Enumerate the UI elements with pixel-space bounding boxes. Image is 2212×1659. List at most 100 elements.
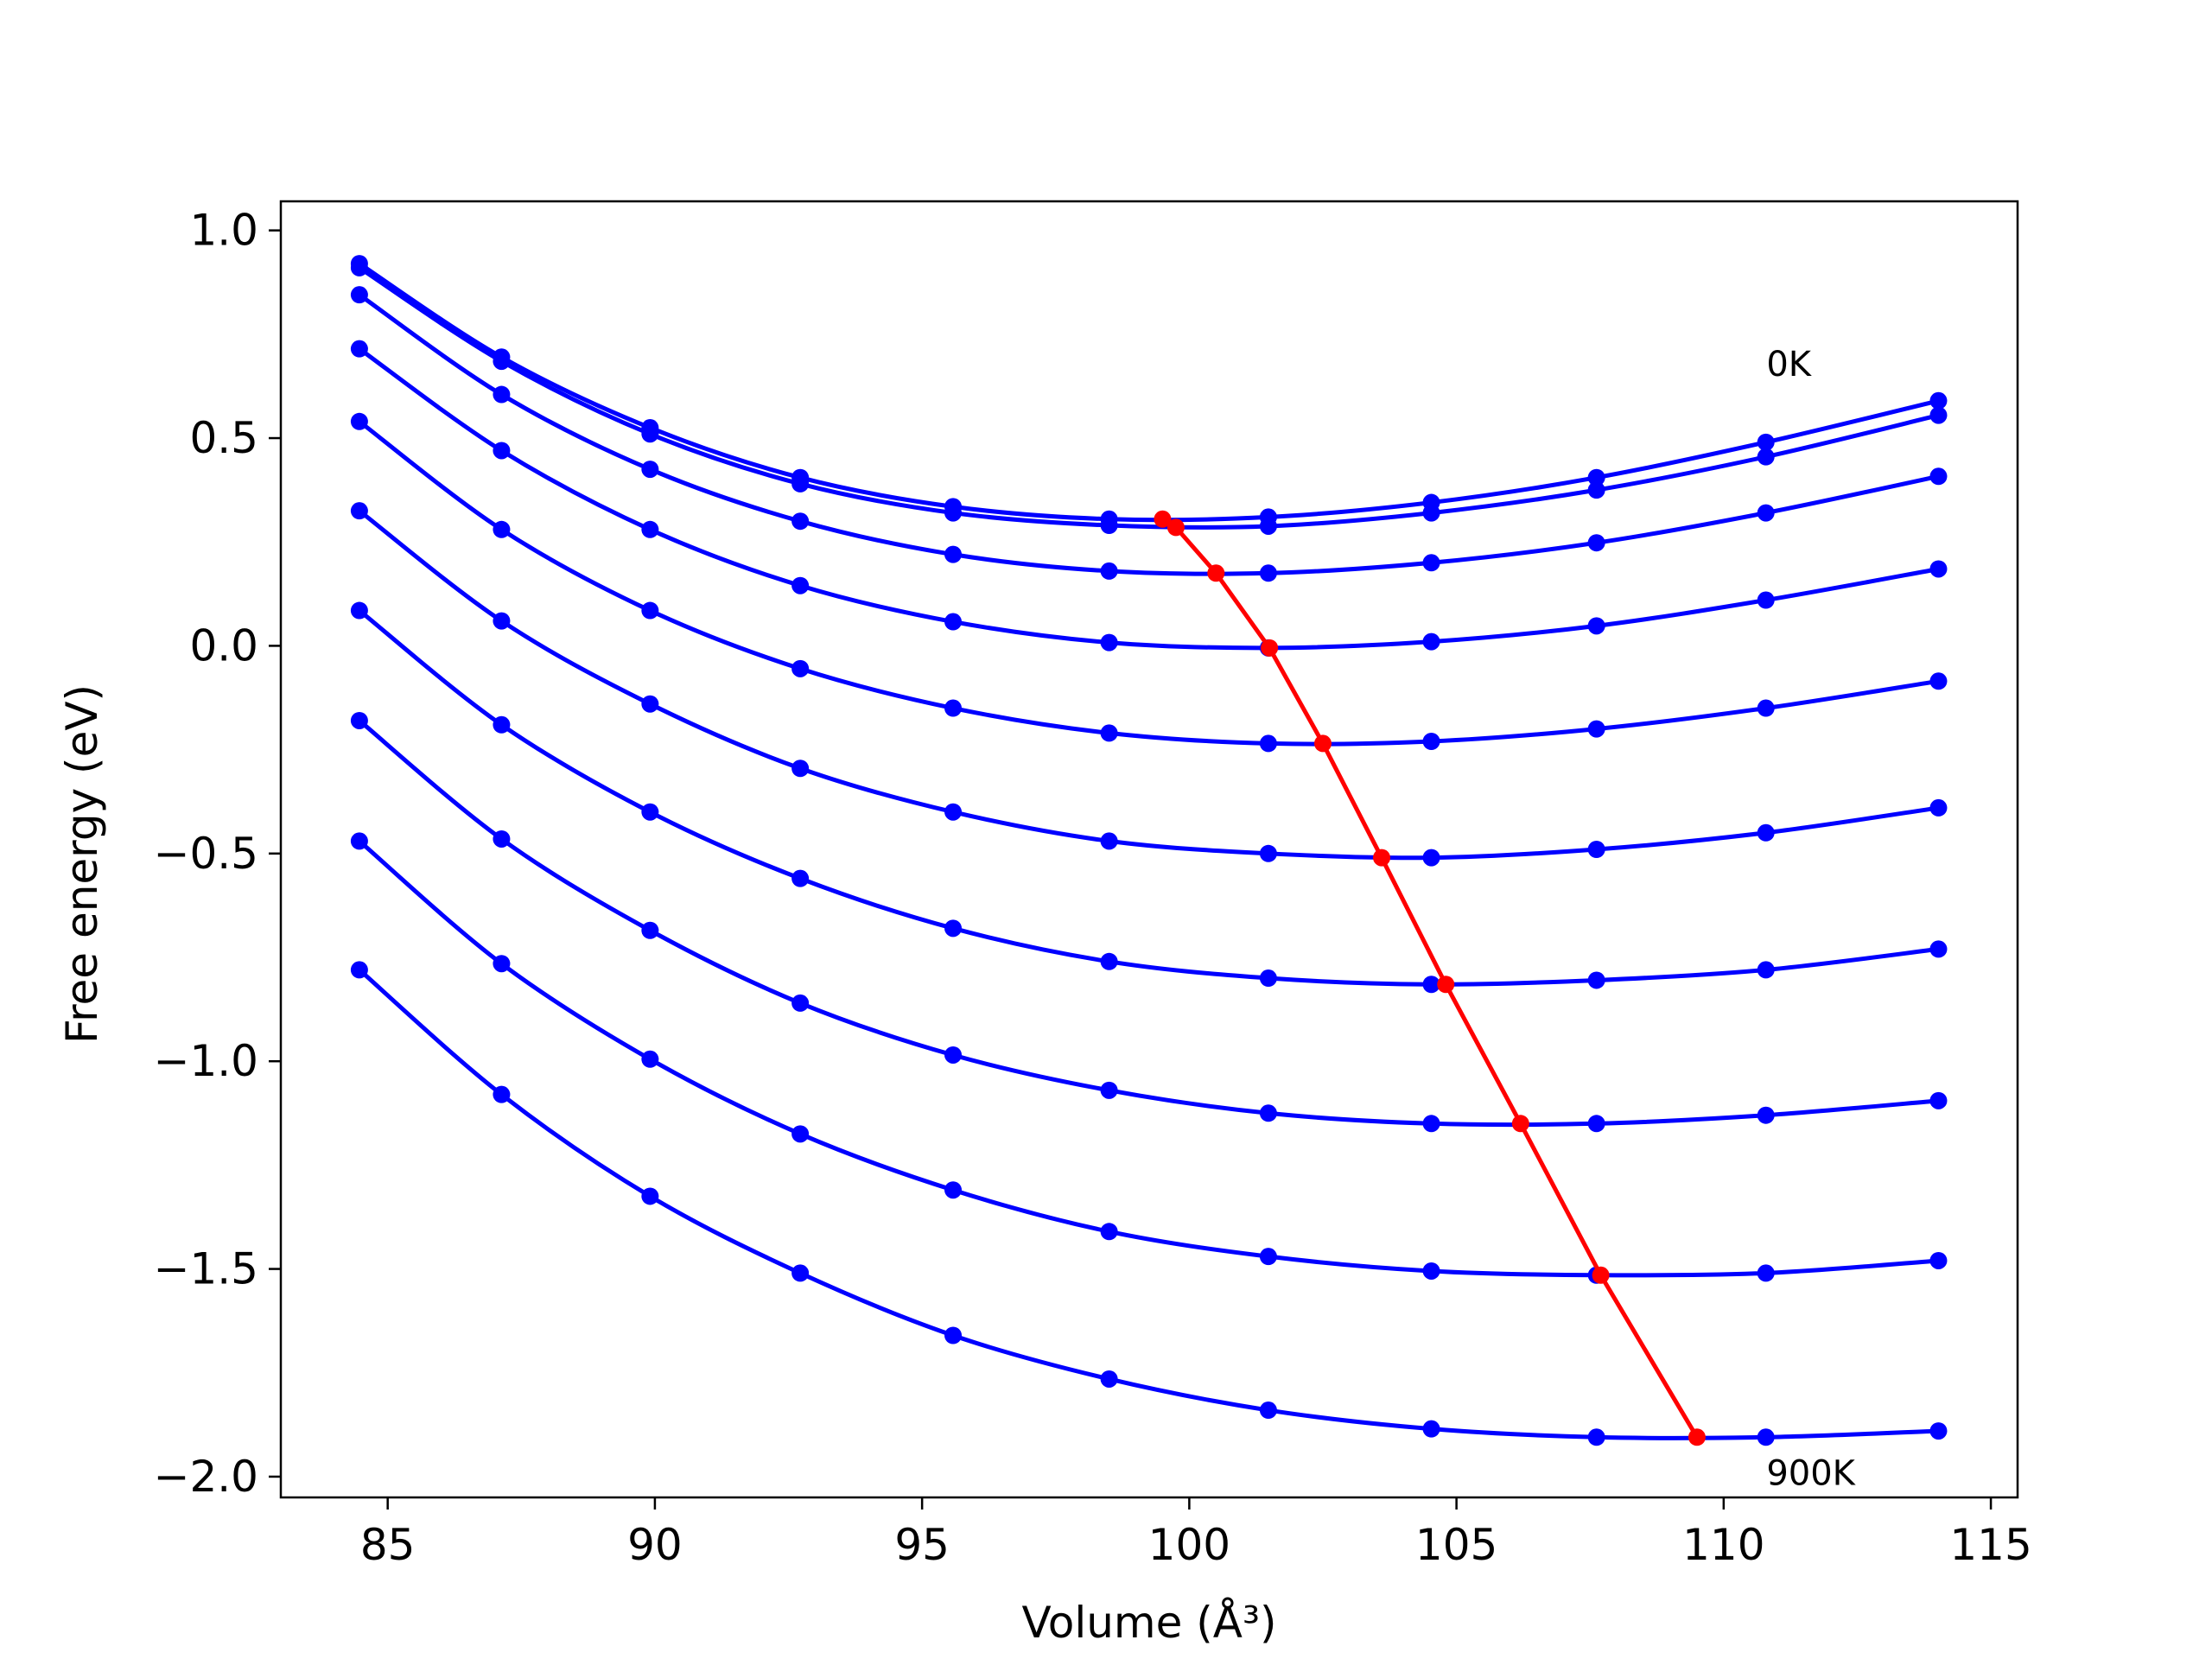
series-point-7-7 — [1422, 1115, 1440, 1133]
x-tick-label-4: 105 — [1415, 1520, 1497, 1570]
series-point-4-8 — [1587, 720, 1605, 738]
series-point-1-8 — [1587, 481, 1605, 499]
series-point-3-10 — [1929, 560, 1948, 578]
x-axis-label: Volume (Å³) — [1021, 1598, 1276, 1648]
series-point-3-7 — [1422, 632, 1440, 651]
series-point-4-3 — [791, 659, 810, 677]
series-point-7-5 — [1100, 1081, 1118, 1099]
series-point-9-2 — [641, 1187, 659, 1205]
x-tick-label-5: 110 — [1682, 1520, 1764, 1570]
series-point-4-10 — [1929, 672, 1948, 690]
series-point-3-5 — [1100, 633, 1118, 652]
series-point-7-3 — [791, 994, 810, 1012]
series-point-1-1 — [493, 353, 511, 371]
x-tick-label-2: 95 — [894, 1520, 950, 1570]
series-point-8-0 — [350, 832, 368, 850]
series-point-4-7 — [1422, 733, 1440, 750]
series-point-8-6 — [1259, 1248, 1277, 1266]
series-point-7-2 — [641, 921, 659, 939]
series-point-3-2 — [641, 520, 659, 538]
series-point-8-10 — [1929, 1251, 1948, 1269]
series-point-1-4 — [944, 504, 963, 522]
series-point-2-3 — [791, 512, 810, 531]
series-point-8-2 — [641, 1050, 659, 1068]
series-point-7-0 — [350, 711, 368, 729]
series-point-7-1 — [493, 830, 511, 848]
series-point-3-9 — [1757, 591, 1775, 609]
series-point-0-10 — [1929, 391, 1948, 410]
series-point-8-3 — [791, 1125, 810, 1143]
equilibrium-point-1 — [1166, 518, 1185, 537]
series-point-6-8 — [1587, 971, 1605, 989]
series-point-6-10 — [1929, 940, 1948, 958]
series-point-8-4 — [944, 1181, 963, 1199]
y-tick-label-3: −0.5 — [154, 829, 258, 879]
equilibrium-point-4 — [1314, 734, 1332, 753]
series-point-3-4 — [944, 613, 963, 631]
series-point-4-5 — [1100, 724, 1118, 742]
series-point-5-2 — [641, 695, 659, 713]
series-point-2-4 — [944, 545, 963, 563]
series-point-2-2 — [641, 461, 659, 479]
series-point-3-3 — [791, 576, 810, 594]
series-point-2-9 — [1757, 504, 1775, 522]
series-point-4-4 — [944, 699, 963, 717]
annotation-group: 0K 900K — [1766, 345, 1856, 1494]
equilibrium-point-8 — [1592, 1266, 1610, 1284]
equilibrium-point-6 — [1437, 976, 1455, 994]
series-point-6-1 — [493, 715, 511, 734]
series-point-9-5 — [1100, 1370, 1118, 1388]
y-tick-label-5: −1.5 — [154, 1244, 258, 1294]
series-point-8-9 — [1757, 1264, 1775, 1282]
series-point-1-5 — [1100, 517, 1118, 534]
series-point-5-5 — [1100, 832, 1118, 850]
series-point-6-4 — [944, 919, 963, 938]
equilibrium-point-0 — [1154, 510, 1172, 528]
series-point-9-3 — [791, 1264, 810, 1282]
series-point-9-4 — [944, 1326, 963, 1344]
x-tick-label-0: 85 — [360, 1520, 416, 1570]
series-point-5-8 — [1587, 841, 1605, 858]
y-tick-label-1: 0.5 — [189, 413, 258, 463]
series-point-7-4 — [944, 1046, 963, 1064]
series-point-5-4 — [944, 803, 963, 821]
x-tick-label-1: 90 — [627, 1520, 683, 1570]
equilibrium-point-7 — [1511, 1115, 1529, 1133]
series-point-6-6 — [1259, 969, 1277, 988]
x-tick-label-3: 100 — [1148, 1520, 1230, 1570]
series-point-4-0 — [350, 412, 368, 430]
series-point-3-0 — [350, 340, 368, 358]
series-point-4-2 — [641, 601, 659, 620]
y-tick-label-2: 0.0 — [189, 620, 258, 671]
series-point-6-5 — [1100, 952, 1118, 970]
equilibrium-point-9 — [1688, 1428, 1706, 1446]
series-point-6-0 — [350, 601, 368, 620]
series-point-9-9 — [1757, 1428, 1775, 1446]
series-point-7-10 — [1929, 1091, 1948, 1109]
series-point-9-6 — [1259, 1402, 1277, 1420]
series-point-6-3 — [791, 869, 810, 887]
series-point-4-1 — [493, 520, 511, 538]
plot-frame — [279, 200, 2019, 1499]
series-point-9-10 — [1929, 1422, 1948, 1440]
series-point-1-6 — [1259, 517, 1277, 535]
axes-group: 85 90 95 100 105 110 115 1.0 0.5 0.0 −0.5 −1.0 −1.5 −… — [154, 200, 2032, 1570]
y-tick-label-0: 1.0 — [189, 206, 258, 256]
y-axis-label: Free energy (eV) — [57, 684, 107, 1044]
series-point-9-7 — [1422, 1420, 1440, 1438]
series-point-2-1 — [493, 385, 511, 404]
series-point-8-1 — [493, 955, 511, 973]
series-point-9-0 — [350, 961, 368, 979]
equilibrium-point-2 — [1207, 564, 1225, 582]
series-point-5-7 — [1422, 849, 1440, 867]
series-point-2-10 — [1929, 467, 1948, 486]
x-tick-label-6: 115 — [1949, 1520, 2031, 1570]
series-point-7-8 — [1587, 1115, 1605, 1133]
series-point-1-0 — [350, 258, 368, 276]
series-point-1-3 — [791, 474, 810, 493]
series-point-6-7 — [1422, 976, 1440, 994]
equilibrium-line-group — [1154, 510, 1706, 1446]
y-tick-label-6: −2.0 — [154, 1452, 258, 1502]
